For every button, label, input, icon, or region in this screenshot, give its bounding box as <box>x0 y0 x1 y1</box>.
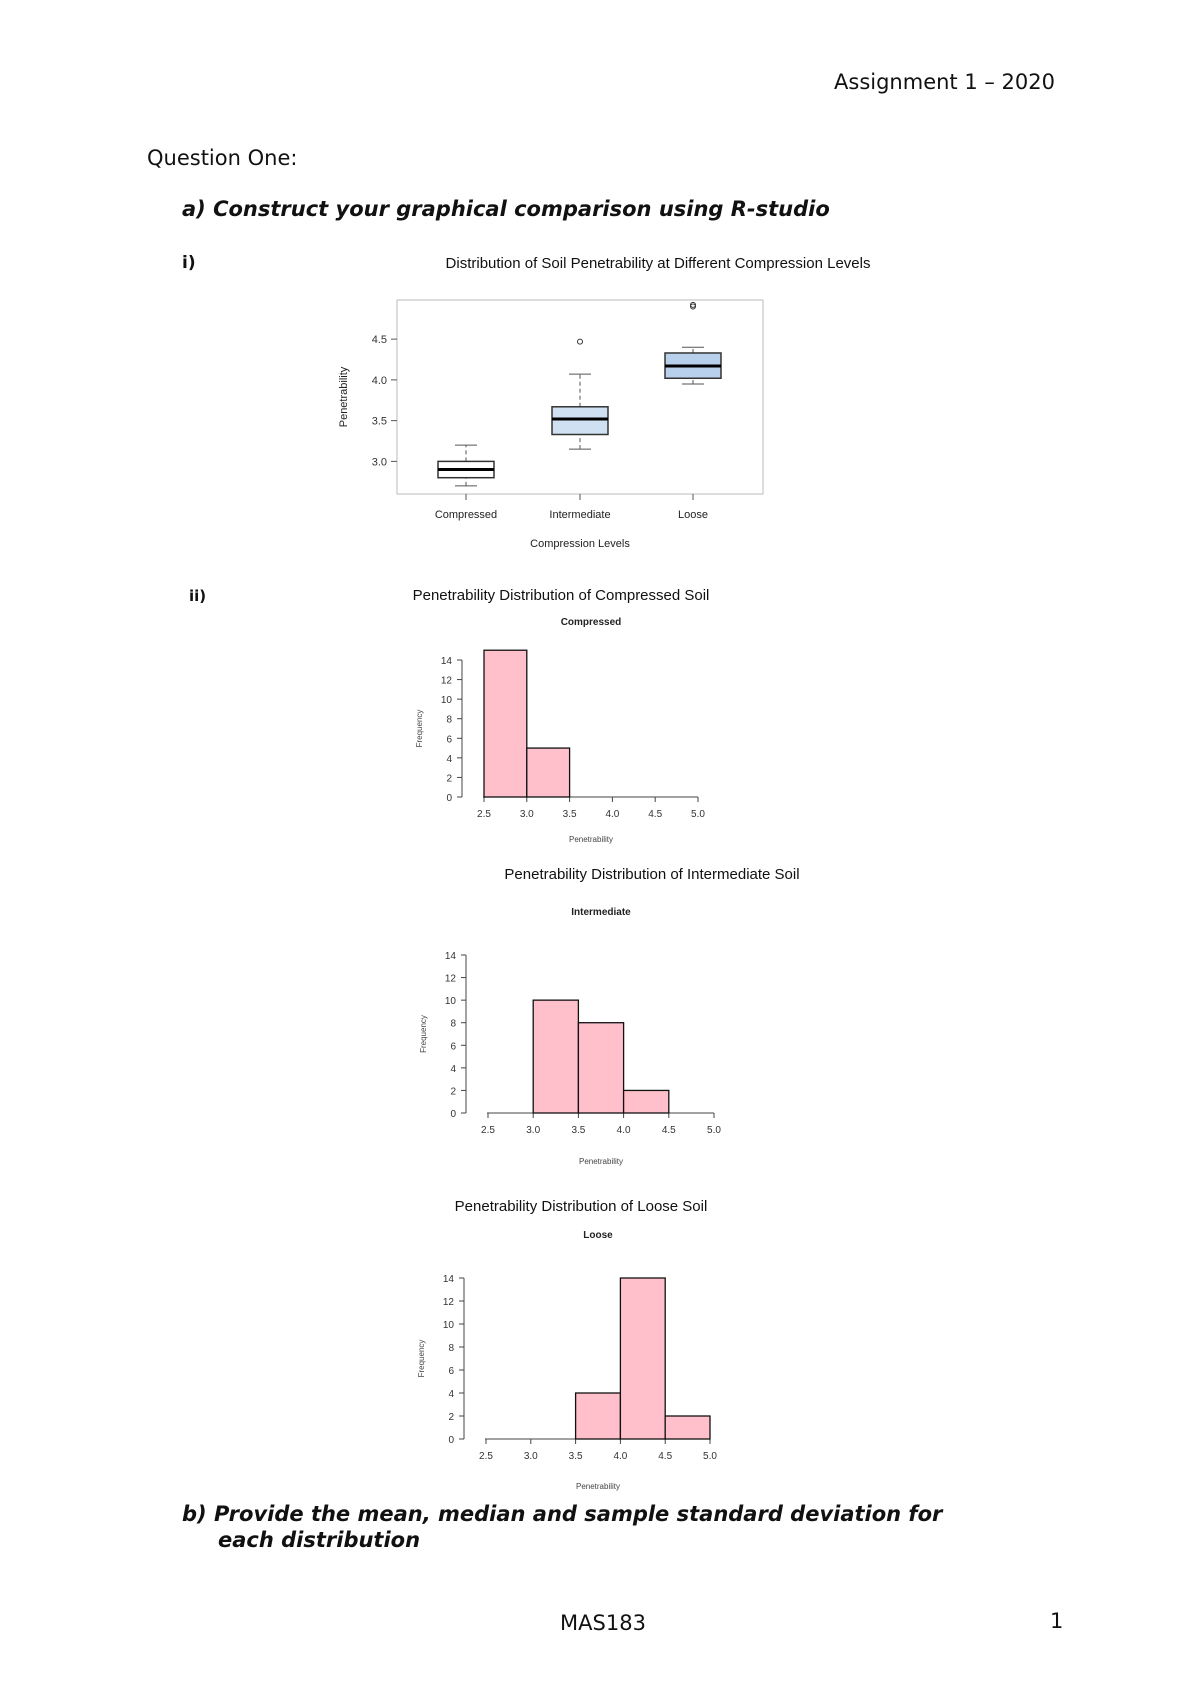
y-tick-label: 12 <box>443 1297 455 1308</box>
box-intermediate <box>551 406 609 436</box>
y-tick-label: 4 <box>450 1064 456 1075</box>
y-tick-label: 14 <box>445 951 457 962</box>
y-tick-label: 4 <box>446 754 452 765</box>
histogram-title: Loose <box>583 1230 613 1241</box>
hist2-title: Penetrability Distribution of Intermedia… <box>504 866 800 883</box>
y-axis-label: Frequency <box>417 1340 426 1378</box>
y-tick-label: 3.5 <box>372 416 387 428</box>
x-axis-label: Penetrability <box>576 1482 620 1491</box>
x-tick-label: 3.0 <box>526 1125 540 1136</box>
x-tick-label: 5.0 <box>707 1125 721 1136</box>
x-tick-label: 5.0 <box>703 1451 717 1462</box>
question-heading: Question One: <box>147 146 298 170</box>
y-tick-label: 2 <box>448 1412 454 1423</box>
x-tick-label: 3.5 <box>563 809 577 820</box>
outlier-point <box>690 301 696 308</box>
part-i-label: i) <box>182 253 196 273</box>
page-number: 1 <box>1050 1609 1064 1633</box>
y-axis-label: Frequency <box>419 1015 428 1053</box>
x-tick-label: Compressed <box>435 509 497 521</box>
y-tick-label: 14 <box>443 1274 455 1285</box>
histogram-title: Intermediate <box>571 907 631 918</box>
boxplot-title: Distribution of Soil Penetrability at Di… <box>445 255 871 272</box>
hist1-title: Penetrability Distribution of Compressed… <box>412 587 710 604</box>
x-tick-label: 2.5 <box>477 809 491 820</box>
part-a-heading: a) Construct your graphical comparison u… <box>182 197 830 221</box>
y-tick-label: 10 <box>445 996 457 1007</box>
part-b-heading-cont: each distribution <box>218 1528 421 1552</box>
x-tick-label: 2.5 <box>479 1451 493 1462</box>
x-tick-label: 4.0 <box>617 1125 631 1136</box>
y-tick-label: 8 <box>450 1019 456 1030</box>
y-tick-label: 4.5 <box>372 334 387 346</box>
part-b-heading: b) Provide the mean, median and sample s… <box>182 1502 943 1526</box>
y-tick-label: 12 <box>445 974 457 985</box>
y-tick-label: 4 <box>448 1389 454 1400</box>
x-axis-label: Penetrability <box>579 1157 623 1166</box>
x-tick-label: 4.5 <box>658 1451 672 1462</box>
x-tick-label: 4.5 <box>662 1125 676 1136</box>
y-tick-label: 8 <box>448 1343 454 1354</box>
histogram-bar <box>619 1277 666 1440</box>
histogram-bar <box>622 1089 670 1114</box>
y-tick-label: 10 <box>441 695 453 706</box>
y-tick-label: 3.0 <box>372 456 387 468</box>
x-tick-label: 5.0 <box>691 809 705 820</box>
y-tick-label: 2 <box>450 1086 456 1097</box>
histogram-bar <box>574 1392 622 1440</box>
x-axis-label: Compression Levels <box>530 538 630 550</box>
x-tick-label: 3.5 <box>571 1125 585 1136</box>
y-tick-label: 8 <box>446 715 452 726</box>
y-tick-label: 2 <box>446 773 452 784</box>
x-tick-label: 2.5 <box>481 1125 495 1136</box>
x-tick-label: Loose <box>678 509 708 521</box>
x-tick-label: 3.5 <box>569 1451 583 1462</box>
y-tick-label: 6 <box>450 1041 456 1052</box>
x-tick-label: 4.0 <box>605 809 619 820</box>
histogram-bar <box>664 1415 711 1440</box>
x-axis-label: Penetrability <box>569 835 613 844</box>
x-tick-label: Intermediate <box>549 509 610 521</box>
y-axis-label: Frequency <box>415 710 424 748</box>
y-tick-label: 12 <box>441 676 453 687</box>
page-header: Assignment 1 – 2020 <box>834 70 1055 94</box>
y-tick-label: 0 <box>450 1109 456 1120</box>
histogram-bar <box>532 999 580 1114</box>
histogram-title: Compressed <box>561 617 622 628</box>
part-ii-label: ii) <box>189 587 207 605</box>
y-tick-label: 0 <box>448 1435 454 1446</box>
y-tick-label: 6 <box>446 734 452 745</box>
histogram-bar <box>577 1022 625 1114</box>
x-tick-label: 4.5 <box>648 809 662 820</box>
histogram-bar <box>526 747 571 798</box>
x-tick-label: 3.0 <box>524 1451 538 1462</box>
y-axis-label: Penetrability <box>338 366 350 427</box>
x-tick-label: 3.0 <box>520 809 534 820</box>
outlier-point <box>577 338 583 345</box>
hist3-title: Penetrability Distribution of Loose Soil <box>454 1198 708 1215</box>
y-tick-label: 10 <box>443 1320 455 1331</box>
footer-course: MAS183 <box>560 1611 646 1635</box>
x-tick-label: 4.0 <box>613 1451 627 1462</box>
histogram-bar <box>483 649 528 798</box>
y-tick-label: 14 <box>441 656 453 667</box>
y-tick-label: 0 <box>446 793 452 804</box>
y-tick-label: 6 <box>448 1366 454 1377</box>
y-tick-label: 4.0 <box>372 375 387 387</box>
